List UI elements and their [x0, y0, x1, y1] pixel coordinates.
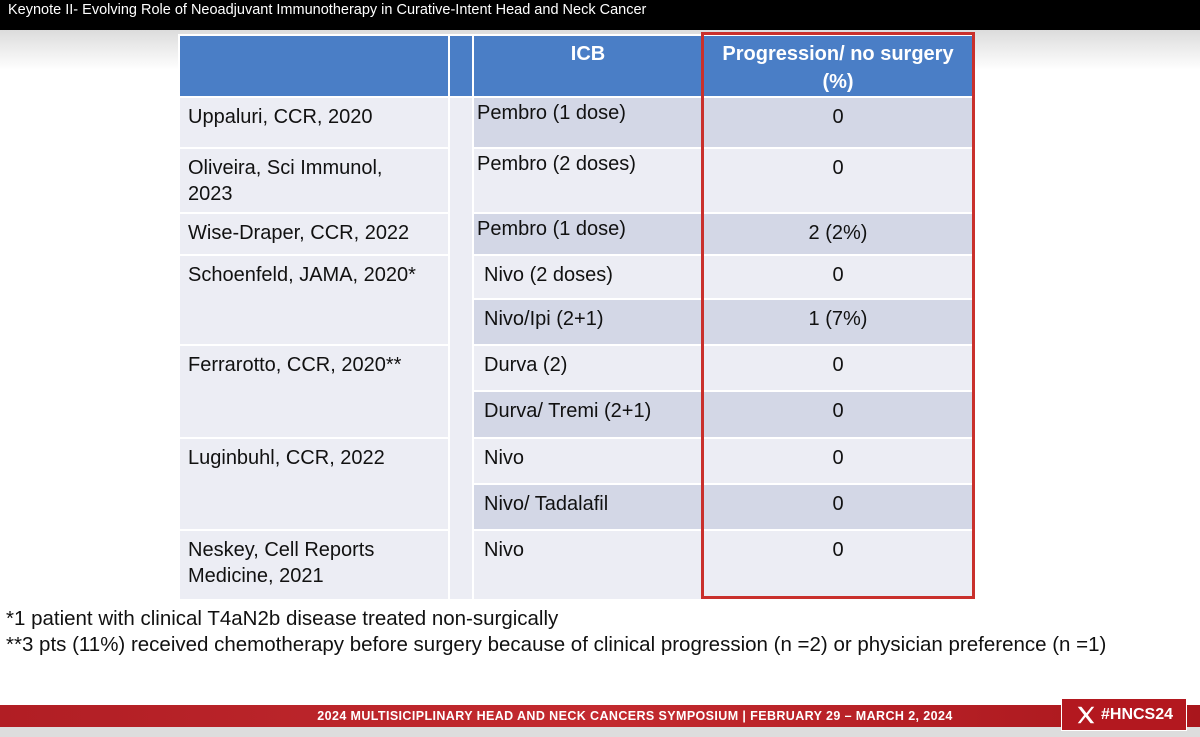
- footnote: *1 patient with clinical T4aN2b disease …: [6, 607, 559, 630]
- study-cell: Oliveira, Sci Immunol, 2023: [178, 147, 450, 214]
- header-gap: [448, 34, 474, 98]
- progression-cell: 2 (2%): [702, 212, 974, 256]
- table-row: Uppaluri, CCR, 2020 Pembro (1 dose) 0: [178, 96, 974, 601]
- study-cell: Uppaluri, CCR, 2020: [178, 96, 450, 149]
- study-cell: Ferrarotto, CCR, 2020**: [178, 344, 450, 439]
- progression-cell: 0: [702, 529, 974, 601]
- table-row: Oliveira, Sci Immunol, 2023 Pembro (2 do…: [178, 147, 974, 214]
- study-cell: Wise-Draper, CCR, 2022: [178, 212, 450, 256]
- icb-cell: Pembro (2 doses): [472, 147, 704, 214]
- progression-cell: 0: [702, 147, 974, 214]
- study-line: Wise-Draper, CCR, 2022: [188, 222, 410, 244]
- icb-cell: Durva (2): [472, 344, 704, 392]
- icb-cell: Nivo (2 doses): [472, 254, 704, 300]
- hashtag-text: #HNCS24: [1100, 705, 1174, 723]
- study-line: Oliveira, Sci Immunol,: [188, 157, 383, 179]
- header-progression: Progression/ no surgery (%): [702, 34, 974, 98]
- table-row: Nivo/ Tadalafil 0: [179, 483, 974, 531]
- table-row: Luginbuhl, CCR, 2022 Nivo 0: [178, 437, 974, 531]
- header-study: [178, 34, 450, 98]
- progression-cell: 1 (7%): [702, 298, 974, 346]
- table-header-row: ICB Progression/ no surgery (%): [178, 34, 974, 98]
- study-line: Schoenfeld, JAMA, 2020*: [188, 264, 416, 286]
- table-row: Neskey, Cell Reports Medicine, 2021 Nivo…: [178, 529, 974, 601]
- icb-cell: Nivo: [472, 529, 704, 601]
- icb-cell: Pembro (1 dose): [472, 212, 704, 256]
- icb-cell: Nivo/Ipi (2+1): [472, 298, 704, 346]
- study-cell: Neskey, Cell Reports Medicine, 2021: [178, 529, 450, 601]
- progression-cell: 0: [702, 437, 974, 485]
- icb-cell: Durva/ Tremi (2+1): [472, 390, 704, 439]
- footer-bar: [0, 705, 1200, 727]
- progression-cell: 0: [702, 96, 974, 149]
- table-row: Nivo/Ipi (2+1) 1 (7%): [179, 298, 974, 346]
- x-logo-icon: [1077, 706, 1095, 723]
- progression-cell: 0: [702, 390, 974, 439]
- slide-title: Keynote II- Evolving Role of Neoadjuvant…: [0, 0, 1200, 30]
- progression-cell: 0: [702, 483, 974, 531]
- study-line: Neskey, Cell Reports: [188, 539, 375, 561]
- table-row: Ferrarotto, CCR, 2020** Durva (2) 0: [178, 344, 974, 439]
- results-table: ICB Progression/ no surgery (%) Uppaluri…: [178, 34, 974, 601]
- footer-bottom-strip: [0, 727, 1200, 737]
- study-line: Uppaluri, CCR, 2020: [188, 106, 373, 128]
- icb-cell: Pembro (1 dose): [472, 96, 704, 149]
- header-progression-line2: (%): [822, 71, 854, 93]
- study-line: Medicine, 2021: [188, 565, 324, 587]
- gap-column: [448, 96, 474, 601]
- progression-cell: 0: [702, 344, 974, 392]
- study-cell: Schoenfeld, JAMA, 2020*: [178, 254, 450, 346]
- study-line: Ferrarotto, CCR, 2020**: [188, 354, 402, 376]
- footer-text: 2024 MULTISICIPLINARY HEAD AND NECK CANC…: [317, 709, 953, 723]
- hashtag-badge: #HNCS24: [1061, 698, 1187, 731]
- study-cell: Luginbuhl, CCR, 2022: [178, 437, 450, 531]
- table-row: Wise-Draper, CCR, 2022 Pembro (1 dose) 2…: [178, 212, 974, 256]
- study-line: 2023: [188, 183, 233, 205]
- progression-cell: 0: [702, 254, 974, 300]
- header-icb: ICB: [472, 34, 704, 98]
- footnote: **3 pts (11%) received chemotherapy befo…: [6, 633, 1107, 656]
- header-progression-line1: Progression/ no surgery: [722, 43, 954, 65]
- table-row: Schoenfeld, JAMA, 2020* Nivo (2 doses) 0: [178, 254, 974, 346]
- study-line: Luginbuhl, CCR, 2022: [188, 447, 385, 469]
- icb-cell: Nivo: [472, 437, 704, 485]
- footnotes: *1 patient with clinical T4aN2b disease …: [6, 606, 1106, 658]
- table-row: Durva/ Tremi (2+1) 0: [179, 390, 974, 439]
- icb-cell: Nivo/ Tadalafil: [472, 483, 704, 531]
